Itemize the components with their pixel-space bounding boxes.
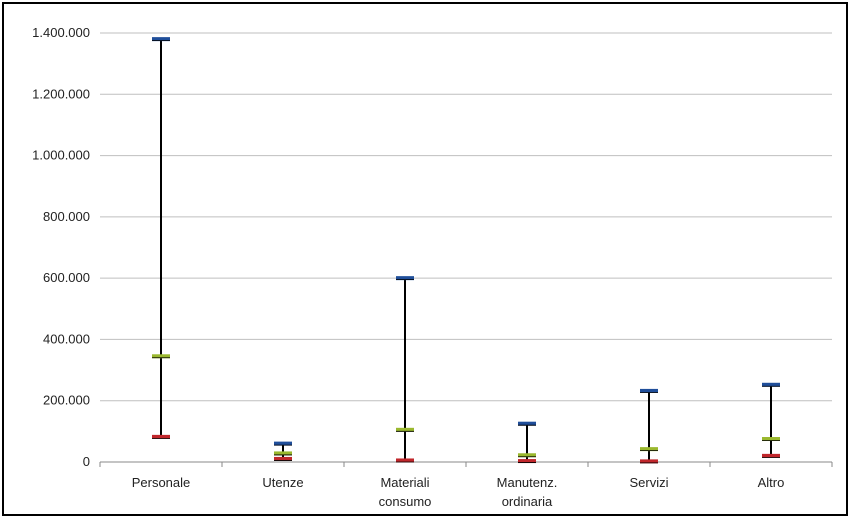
data-marks	[152, 37, 780, 464]
x-category-label: ordinaria	[502, 494, 553, 509]
x-category-label: Materiali	[380, 475, 429, 490]
value-cap-marker	[640, 388, 658, 393]
value-cap-marker	[762, 453, 780, 458]
gridlines	[100, 32, 832, 402]
value-cap-marker	[396, 458, 414, 463]
value-cap-marker	[152, 354, 170, 359]
x-category-label: Personale	[132, 475, 191, 490]
value-cap-marker	[640, 447, 658, 452]
value-cap-marker	[274, 441, 292, 446]
x-category-label: consumo	[379, 494, 432, 509]
value-cap-marker	[396, 276, 414, 281]
value-cap-marker	[762, 437, 780, 442]
x-category-label: Servizi	[629, 475, 668, 490]
y-tick-label: 800.000	[43, 209, 90, 224]
value-cap-marker	[762, 382, 780, 387]
value-cap-marker	[152, 37, 170, 42]
x-category-label: Utenze	[262, 475, 303, 490]
value-cap-marker	[640, 459, 658, 464]
value-cap-marker	[518, 421, 536, 426]
y-tick-label: 1.000.000	[32, 148, 90, 163]
x-category-label: Altro	[758, 475, 785, 490]
axes	[99, 461, 833, 467]
y-tick-label: 1.400.000	[32, 25, 90, 40]
value-cap-marker	[518, 453, 536, 458]
y-tick-labels: 0 200.000 400.000 600.000 800.000 1.000.000 1.…	[32, 25, 90, 469]
y-tick-label: 200.000	[43, 393, 90, 408]
value-cap-marker	[274, 456, 292, 461]
y-tick-label: 0	[83, 454, 90, 469]
value-cap-marker	[274, 451, 292, 456]
value-cap-marker	[152, 434, 170, 439]
y-tick-label: 600.000	[43, 270, 90, 285]
y-tick-label: 400.000	[43, 331, 90, 346]
y-tick-label: 1.200.000	[32, 86, 90, 101]
value-cap-marker	[518, 459, 536, 464]
x-category-label: Manutenz.	[497, 475, 558, 490]
x-category-labels: Personale Utenze Materiali consumo Manutenz.…	[132, 475, 785, 509]
chart-frame: 0 200.000 400.000 600.000 800.000 1.000.000 1.…	[2, 2, 848, 516]
value-cap-marker	[396, 427, 414, 432]
chart-plot: 0 200.000 400.000 600.000 800.000 1.000.000 1.…	[32, 25, 833, 509]
